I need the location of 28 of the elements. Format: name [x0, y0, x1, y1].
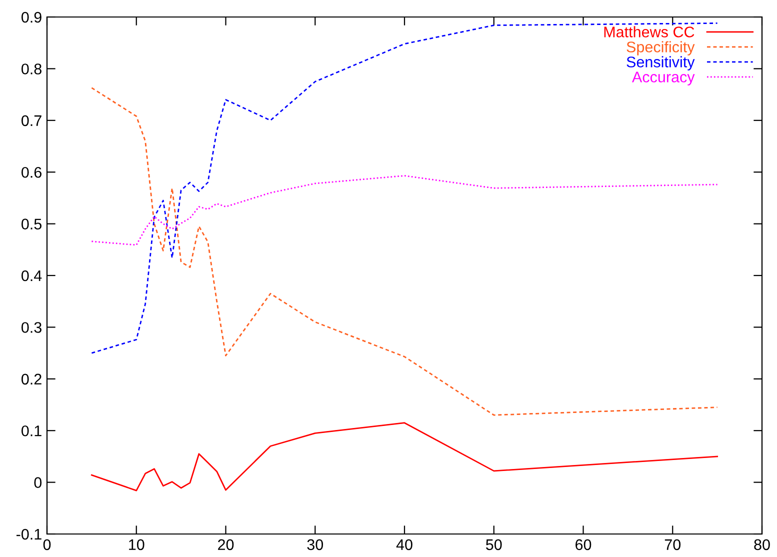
y-tick-label: 0 — [34, 477, 42, 488]
legend-label: Specificity — [626, 41, 695, 56]
line-series — [90, 22, 718, 354]
x-tick-label: 70 — [664, 539, 681, 550]
line-series — [90, 422, 718, 492]
x-tick-label: 50 — [486, 539, 502, 550]
y-tick-label: -0.1 — [16, 528, 42, 540]
y-tick-label: 0.5 — [22, 218, 42, 230]
y-tick-label: 0.4 — [22, 270, 42, 282]
y-tick-label: 0.1 — [22, 425, 42, 436]
legend-label: Matthews CC — [604, 26, 694, 38]
y-tick-label: 0.6 — [22, 166, 42, 178]
y-tick-label: 0.7 — [22, 115, 42, 126]
y-tick-label: 0.2 — [22, 374, 42, 385]
y-tick-label: 0.8 — [22, 64, 42, 74]
y-tick-label: 0.3 — [22, 322, 42, 333]
x-tick-label: 80 — [754, 539, 770, 550]
x-tick-label: 20 — [218, 539, 234, 550]
legend-label: Sensitivity — [626, 56, 695, 70]
x-tick-label: 30 — [307, 539, 324, 550]
x-tick-label: 60 — [576, 539, 592, 550]
legend-label: Accuracy — [632, 72, 695, 86]
line-series — [90, 87, 718, 416]
line-series — [90, 175, 718, 246]
x-tick-label: 10 — [129, 539, 144, 550]
y-tick-label: 0.9 — [22, 12, 42, 23]
x-tick-label: 0 — [43, 539, 51, 550]
x-tick-label: 40 — [396, 539, 412, 550]
